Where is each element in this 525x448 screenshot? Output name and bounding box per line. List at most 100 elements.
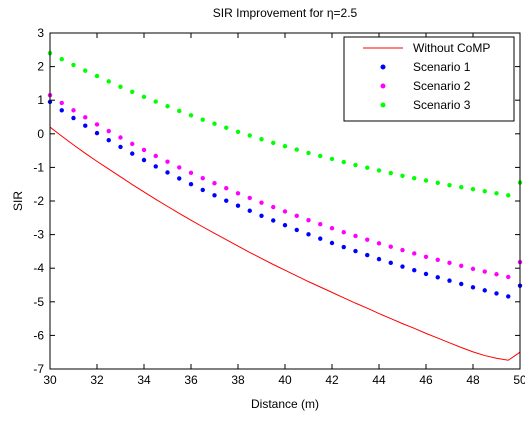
data-point [435, 257, 440, 262]
data-point [294, 227, 299, 233]
data-point [482, 189, 487, 194]
series-without-comp [49, 126, 521, 361]
legend-entry: Scenario 2 [380, 79, 471, 93]
data-point [306, 232, 311, 237]
data-point [106, 79, 111, 84]
data-point [271, 204, 276, 210]
data-point [271, 218, 276, 223]
x-tick-label: 46 [419, 373, 433, 387]
legend-label: Scenario 2 [413, 79, 471, 93]
data-point [412, 268, 417, 273]
data-point [153, 153, 158, 159]
data-point [259, 136, 264, 142]
data-point [318, 221, 323, 227]
legend-box [343, 36, 515, 122]
data-point [341, 230, 346, 235]
y-tick-label: -1 [33, 160, 44, 174]
data-point [177, 165, 182, 170]
data-point [224, 186, 229, 191]
data-point [494, 272, 499, 277]
data-point [165, 104, 170, 109]
data-point [482, 288, 487, 293]
data-point [188, 113, 194, 118]
data-point [59, 108, 64, 113]
y-tick-label: -7 [33, 362, 44, 376]
data-point [412, 175, 417, 181]
data-point [165, 170, 170, 175]
x-tick-label: 40 [278, 373, 292, 387]
y-tick-label: 3 [37, 26, 44, 40]
data-point [388, 260, 393, 266]
data-point [130, 151, 135, 156]
data-point [247, 133, 252, 138]
data-point [282, 209, 288, 214]
data-point [235, 191, 241, 196]
legend: Without CoMP Scenario 1 Scenario 2 Scenario… [343, 36, 515, 122]
data-point [506, 274, 511, 280]
data-point [435, 275, 440, 280]
data-point [188, 182, 194, 187]
data-point [71, 62, 76, 68]
data-point [459, 281, 464, 287]
data-point [94, 73, 100, 79]
x-tick-label: 44 [372, 373, 386, 387]
data-point [294, 213, 299, 218]
data-point [130, 89, 135, 95]
data-point [83, 123, 88, 128]
data-point [294, 147, 299, 152]
data-point [141, 157, 147, 163]
data-point [141, 94, 147, 100]
x-tick-label: 50 [513, 373, 525, 387]
data-point [83, 115, 88, 120]
data-point [376, 241, 382, 246]
data-point [188, 170, 194, 175]
legend-entry: Scenario 3 [380, 98, 471, 112]
data-point [318, 153, 323, 159]
data-point [459, 263, 464, 269]
data-point [200, 175, 205, 181]
data-point [482, 269, 487, 274]
data-point [212, 180, 217, 186]
data-point [247, 208, 252, 213]
data-point [235, 129, 241, 134]
legend-dot-swatch [380, 64, 386, 70]
data-point [59, 100, 64, 106]
data-point [282, 222, 288, 228]
series-layer [47, 50, 523, 361]
data-point [282, 144, 288, 149]
data-point [506, 193, 511, 198]
data-point [400, 247, 405, 253]
data-point [153, 99, 158, 104]
data-point [329, 156, 335, 162]
data-point [470, 187, 476, 192]
data-point [224, 198, 229, 203]
x-tick-label: 38 [231, 373, 245, 387]
data-point [59, 57, 64, 62]
data-point [259, 213, 264, 218]
data-point [423, 178, 429, 183]
data-point [447, 183, 452, 188]
y-tick-label: -6 [33, 328, 44, 342]
data-point [306, 217, 311, 223]
data-point [212, 121, 217, 126]
x-axis-label: Distance (m) [251, 397, 319, 411]
data-point [177, 176, 182, 181]
legend-label: Scenario 3 [413, 98, 471, 112]
data-point [106, 128, 111, 134]
data-point [224, 125, 229, 130]
series-line [49, 126, 521, 361]
data-point [494, 291, 499, 296]
data-point [506, 294, 511, 299]
data-point [400, 173, 405, 178]
data-point [423, 254, 429, 259]
x-tick-label: 36 [184, 373, 198, 387]
series-scenario-1 [47, 99, 523, 299]
data-point [259, 200, 264, 205]
x-tick-label: 32 [90, 373, 104, 387]
data-point [118, 144, 123, 150]
data-point [365, 237, 370, 242]
legend-dot-swatch [380, 102, 386, 108]
data-point [494, 191, 499, 196]
legend-label: Without CoMP [413, 41, 490, 55]
